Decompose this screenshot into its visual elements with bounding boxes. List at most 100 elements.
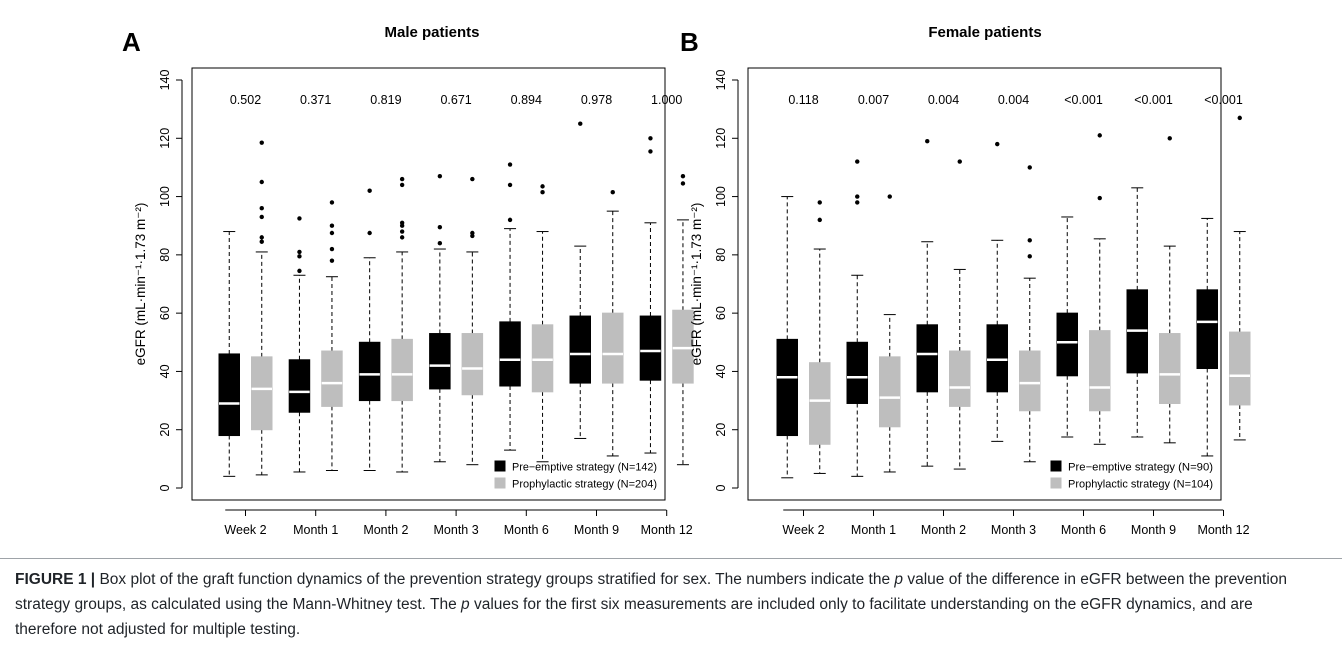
box-iqr <box>916 324 938 393</box>
p-value-label: 0.007 <box>858 93 889 107</box>
box-plot <box>1056 216 1078 438</box>
outlier-point <box>648 149 653 154</box>
series-pre-emptive <box>776 139 1218 479</box>
x-tick-label: Month 1 <box>851 523 896 537</box>
outlier-point <box>437 224 443 230</box>
box-iqr <box>531 324 554 393</box>
y-tick-label: 120 <box>158 128 172 149</box>
plot-frame <box>191 67 666 501</box>
p-value-label: 1.000 <box>651 93 682 107</box>
outlier-point <box>470 230 475 236</box>
outlier-point <box>507 217 513 223</box>
outlier-point <box>259 206 264 211</box>
x-tick-label: Month 3 <box>991 523 1036 537</box>
outlier-point <box>1097 133 1102 138</box>
y-tick-label: 60 <box>714 306 728 320</box>
outlier-point <box>297 268 302 274</box>
legend-label: Prophylactic strategy (N=104) <box>1068 479 1213 491</box>
outlier-point <box>1027 165 1032 170</box>
outlier-point <box>540 190 545 195</box>
box-iqr <box>321 350 343 407</box>
box-iqr <box>358 341 381 402</box>
outlier-point <box>817 200 822 205</box>
outlier-point <box>817 217 822 223</box>
y-tick-label: 100 <box>158 186 172 207</box>
box-plot <box>569 121 591 439</box>
box-iqr <box>986 324 1008 393</box>
figure-canvas: A Male patients 0 20 40 60 80 100 120 140 eGFR (mL… <box>122 24 1251 537</box>
box-plot <box>391 176 413 473</box>
series-pre-emptive <box>218 121 662 477</box>
box-plot <box>288 216 311 473</box>
outlier-point <box>399 182 405 188</box>
outlier-point <box>259 140 264 145</box>
outlier-point <box>1237 115 1242 121</box>
box-iqr <box>809 362 831 445</box>
x-tick-label: Month 2 <box>363 523 408 537</box>
x-tick-label: Month 3 <box>434 523 479 537</box>
box-iqr <box>1089 330 1111 412</box>
x-axis: Week 2 Month 1 Month 2 Month 3 Month 6 Month … <box>224 509 693 537</box>
chart-title: Female patients <box>928 24 1041 41</box>
box-plot <box>251 140 273 476</box>
box-plot <box>809 200 831 474</box>
box-iqr <box>288 359 311 413</box>
legend-swatch <box>494 460 506 472</box>
box-iqr <box>949 350 971 407</box>
legend-swatch <box>494 477 506 489</box>
y-tick-label: 100 <box>714 186 728 207</box>
y-tick-label: 20 <box>158 423 172 437</box>
box-iqr <box>1229 331 1251 406</box>
box-iqr <box>251 356 273 431</box>
p-value-label: 0.502 <box>230 93 261 107</box>
y-axis: 0 20 40 60 80 100 120 140 <box>158 70 183 491</box>
y-tick-label: 20 <box>714 423 728 437</box>
outlier-point <box>367 188 372 193</box>
p-value-label: 0.978 <box>581 93 612 107</box>
outlier-point <box>297 216 302 221</box>
y-tick-label: 60 <box>158 306 172 320</box>
box-iqr <box>569 315 591 384</box>
outlier-point <box>680 181 686 186</box>
box-plot <box>1019 165 1041 463</box>
box-plot <box>1229 115 1251 441</box>
box-iqr <box>639 315 662 381</box>
box-plot <box>602 190 624 457</box>
panel-b: B Female patients 0 20 40 60 80 100 120 140 eGFR (… <box>680 24 1251 537</box>
outlier-point <box>437 173 443 179</box>
outlier-point <box>855 159 860 164</box>
caption-figure-label: FIGURE 1 | <box>15 571 96 588</box>
outlier-point <box>578 121 583 126</box>
outlier-point <box>259 179 264 185</box>
panel-letter: A <box>122 27 141 57</box>
legend-swatch <box>1050 477 1062 489</box>
box-plot <box>358 188 381 472</box>
box-plot <box>1196 217 1218 457</box>
box-iqr <box>776 338 798 437</box>
outlier-point <box>507 182 513 188</box>
x-tick-label: Week 2 <box>782 523 824 537</box>
panel-a: A Male patients 0 20 40 60 80 100 120 140 eGFR (mL… <box>122 24 694 537</box>
box-plot <box>1089 133 1111 445</box>
outlier-point <box>957 159 962 164</box>
legend: Pre−emptive strategy (N=142) Prophylactic… <box>494 460 657 491</box>
outlier-point <box>1027 254 1032 259</box>
p-value-label: 0.371 <box>300 93 331 107</box>
outlier-point <box>855 200 860 205</box>
box-plot <box>1126 187 1148 438</box>
y-tick-label: 80 <box>158 248 172 262</box>
x-tick-label: Month 1 <box>293 523 338 537</box>
y-tick-label: 0 <box>158 484 172 491</box>
outlier-point <box>399 176 405 182</box>
outlier-point <box>507 162 513 167</box>
outlier-point <box>887 194 892 199</box>
p-value-label: <0.001 <box>1204 93 1243 107</box>
box-plot <box>1159 136 1181 444</box>
outlier-point <box>680 173 686 179</box>
box-iqr <box>429 333 451 390</box>
box-iqr <box>602 312 624 384</box>
x-tick-label: Month 6 <box>504 523 549 537</box>
legend-swatch <box>1050 460 1062 472</box>
box-plot <box>986 141 1008 442</box>
